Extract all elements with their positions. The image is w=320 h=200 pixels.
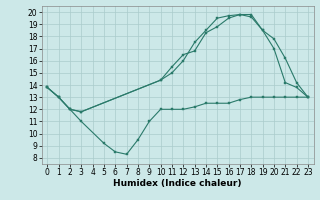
X-axis label: Humidex (Indice chaleur): Humidex (Indice chaleur) — [113, 179, 242, 188]
